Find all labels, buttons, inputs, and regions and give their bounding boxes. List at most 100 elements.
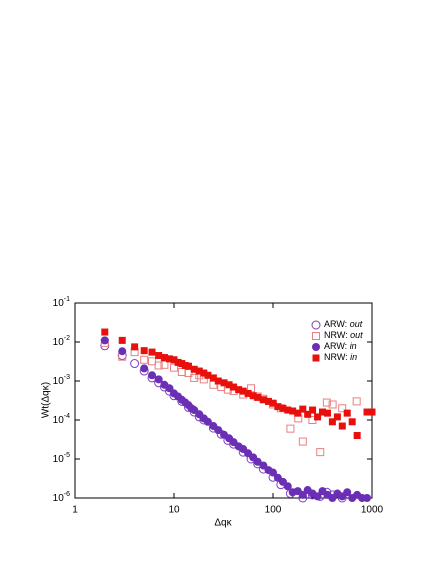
data-point [254,393,262,401]
data-point [118,347,127,356]
data-point [148,371,157,380]
data-point [155,352,163,360]
data-point [130,359,140,369]
data-point [328,418,336,426]
data-point [165,355,173,363]
legend-label: ARW: out [324,319,363,329]
data-point [177,368,186,377]
data-point [313,492,322,501]
data-point [195,367,203,375]
data-point [328,400,337,409]
data-point [148,357,157,366]
data-point [348,418,356,426]
data-point [279,404,287,412]
data-point [259,396,267,404]
data-point [170,363,178,372]
data-point [154,375,163,384]
legend-label: NRW: out [324,330,363,340]
data-point [298,437,307,446]
data-point [131,343,139,351]
data-point [190,373,199,382]
data-point [299,405,307,413]
y-tick-label: 10-1 [53,296,70,309]
x-tick-label: 1 [72,505,78,516]
legend-label: NRW: in [324,352,357,362]
data-point [318,408,326,416]
data-point [352,397,361,406]
data-point [283,482,292,491]
data-point [269,399,277,407]
y-tick-label: 10-5 [53,452,70,465]
data-point [338,422,346,430]
data-point [269,468,277,477]
plot-frame [74,302,373,499]
data-point [214,426,223,435]
data-point [140,364,149,373]
data-point [294,409,302,417]
data-point [244,389,252,397]
data-point [274,403,282,411]
data-point [286,424,295,433]
legend-label: ARW: in [324,341,357,351]
data-point [253,457,262,466]
x-tick-label: 100 [265,505,282,516]
data-point [235,386,243,394]
data-point [101,328,109,336]
y-tick-label: 10-4 [53,413,70,426]
y-tick-label: 10-6 [53,491,70,504]
y-tick-label: 10-3 [53,374,70,387]
data-point [338,404,347,413]
data-point [148,348,156,356]
data-point [140,355,149,364]
data-point [225,381,233,389]
data-point [170,356,178,364]
data-point [353,432,361,440]
data-point [343,409,351,417]
x-tick-label: 1000 [361,505,384,516]
data-point [298,490,307,499]
data-point [239,387,247,395]
data-point [174,358,182,366]
data-point [309,406,317,414]
data-point [154,361,163,370]
data-point [316,448,325,457]
data-point [118,336,126,344]
data-point [100,336,109,345]
data-point [333,413,341,421]
data-point [140,347,148,355]
data-point [368,408,376,416]
data-point [160,360,169,369]
data-point [343,488,352,497]
data-point [214,377,222,385]
data-point [230,383,238,391]
data-point [264,397,272,405]
data-point [190,365,198,373]
data-point [204,371,212,379]
data-point [363,494,372,502]
data-point [323,409,331,417]
data-point [165,384,174,393]
legend-marker [312,332,320,340]
data-point [363,408,371,416]
x-axis-label: Δqκ [214,518,232,529]
x-tick-label: 10 [168,505,180,516]
legend-marker [312,343,320,351]
data-point [249,392,257,400]
data-point [314,413,322,421]
data-point [160,354,168,362]
data-point [209,374,217,382]
y-tick-label: 10-2 [53,335,70,348]
legend-marker [312,354,320,362]
y-axis-label: Wt(Δqκ) [41,382,52,418]
data-point [322,398,331,407]
data-point [203,417,212,426]
data-point [284,406,292,414]
data-point [304,410,312,418]
data-point [220,379,228,387]
legend-marker [311,320,321,330]
data-point [184,362,192,370]
data-point [200,369,208,377]
data-point [289,407,297,415]
